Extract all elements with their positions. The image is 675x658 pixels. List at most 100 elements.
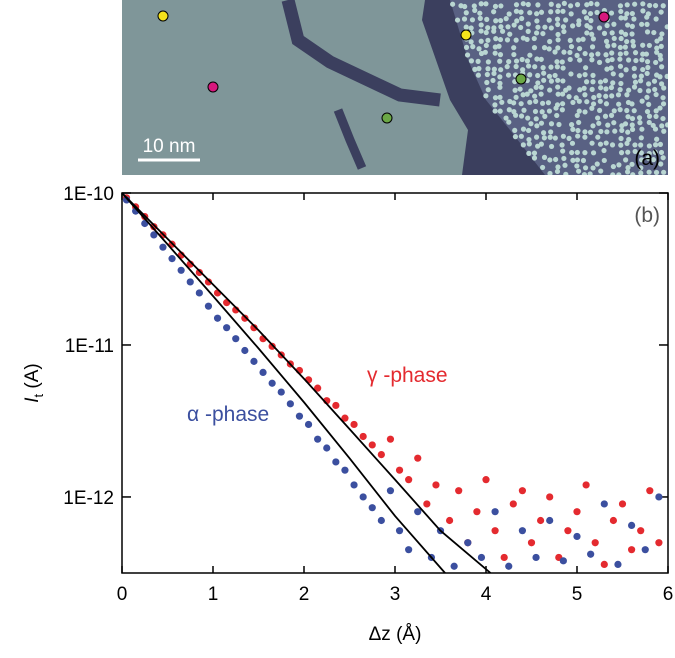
- adatom: [560, 24, 567, 30]
- adatom: [577, 87, 583, 93]
- point: [368, 504, 376, 512]
- point: [250, 324, 258, 332]
- adatom: [596, 25, 603, 31]
- adatom: [610, 80, 616, 86]
- y-label-part: I: [22, 397, 43, 403]
- point: [587, 550, 595, 558]
- adatom: [640, 8, 646, 14]
- point: [359, 432, 367, 441]
- point: [395, 466, 404, 474]
- adatom: [622, 44, 628, 50]
- point: [359, 493, 367, 501]
- adatom: [582, 50, 588, 57]
- adatom: [629, 101, 635, 107]
- adatom: [505, 72, 512, 78]
- adatom: [531, 155, 538, 161]
- adatom: [631, 73, 638, 79]
- adatom: [603, 86, 609, 92]
- adatom: [640, 66, 646, 73]
- y-tick-label: 1E-11: [65, 336, 114, 357]
- adatom: [546, 17, 552, 23]
- adatom: [562, 162, 568, 168]
- adatom: [611, 21, 617, 27]
- adatom: [566, 93, 572, 100]
- adatom: [576, 108, 582, 114]
- adatom: [598, 85, 604, 91]
- adatom: [547, 87, 553, 93]
- adatom: [632, 142, 638, 148]
- adatom: [660, 3, 666, 9]
- adatom: [595, 51, 601, 57]
- adatom: [541, 70, 547, 76]
- adatom: [637, 87, 643, 94]
- adatom: [535, 80, 541, 86]
- adatom: [566, 135, 572, 141]
- adatom: [601, 147, 607, 154]
- adatom: [507, 31, 513, 37]
- adatom: [589, 105, 595, 111]
- adatom: [497, 108, 503, 114]
- adatom: [538, 120, 545, 126]
- adatom: [485, 37, 491, 43]
- adatom: [646, 42, 652, 49]
- adatom: [603, 140, 609, 146]
- adatom: [646, 101, 652, 108]
- adatom: [513, 8, 520, 14]
- adatom: [629, 122, 635, 128]
- point: [628, 521, 636, 529]
- adatom: [492, 3, 499, 9]
- adatom: [511, 22, 517, 28]
- adatom: [561, 155, 567, 162]
- adatom: [555, 77, 561, 83]
- adatom: [604, 22, 610, 29]
- adatom: [646, 150, 652, 157]
- adatom: [555, 84, 561, 90]
- adatom: [533, 98, 539, 104]
- adatom: [517, 86, 523, 92]
- adatom: [545, 100, 552, 106]
- adatom: [569, 140, 576, 146]
- point: [350, 420, 358, 429]
- adatom: [497, 80, 503, 86]
- x-tick-label: 6: [663, 584, 674, 605]
- adatom: [645, 81, 652, 87]
- adatom: [482, 49, 488, 55]
- adatom: [546, 46, 552, 52]
- adatom: [472, 7, 478, 13]
- adatom: [623, 50, 629, 56]
- adatom: [659, 31, 665, 37]
- adatom: [498, 17, 504, 24]
- adatom: [538, 9, 545, 15]
- adatom: [596, 59, 603, 65]
- adatom: [611, 42, 617, 48]
- adatom: [506, 11, 512, 17]
- adatom: [645, 155, 651, 161]
- adatom: [521, 107, 527, 113]
- adatom: [511, 45, 517, 51]
- adatom: [471, 3, 477, 9]
- point: [655, 539, 663, 547]
- adatom: [589, 44, 596, 50]
- adatom: [644, 94, 650, 100]
- adatom: [601, 30, 608, 36]
- adatom: [491, 66, 497, 72]
- adatom: [499, 99, 505, 105]
- adatom: [527, 52, 533, 58]
- adatom: [511, 100, 517, 106]
- adatom: [611, 120, 617, 126]
- adatom: [659, 64, 665, 70]
- adatom: [659, 123, 665, 129]
- adatom: [491, 70, 497, 77]
- adatom: [661, 128, 667, 134]
- adatom: [520, 92, 526, 98]
- adatom: [624, 107, 630, 114]
- adatom: [622, 31, 629, 37]
- adatom: [555, 21, 561, 28]
- point: [455, 487, 463, 495]
- adatom: [584, 30, 590, 36]
- point: [204, 302, 213, 310]
- adatom: [556, 121, 562, 128]
- adatom: [568, 71, 574, 77]
- adatom: [461, 16, 468, 22]
- adatom: [629, 115, 636, 122]
